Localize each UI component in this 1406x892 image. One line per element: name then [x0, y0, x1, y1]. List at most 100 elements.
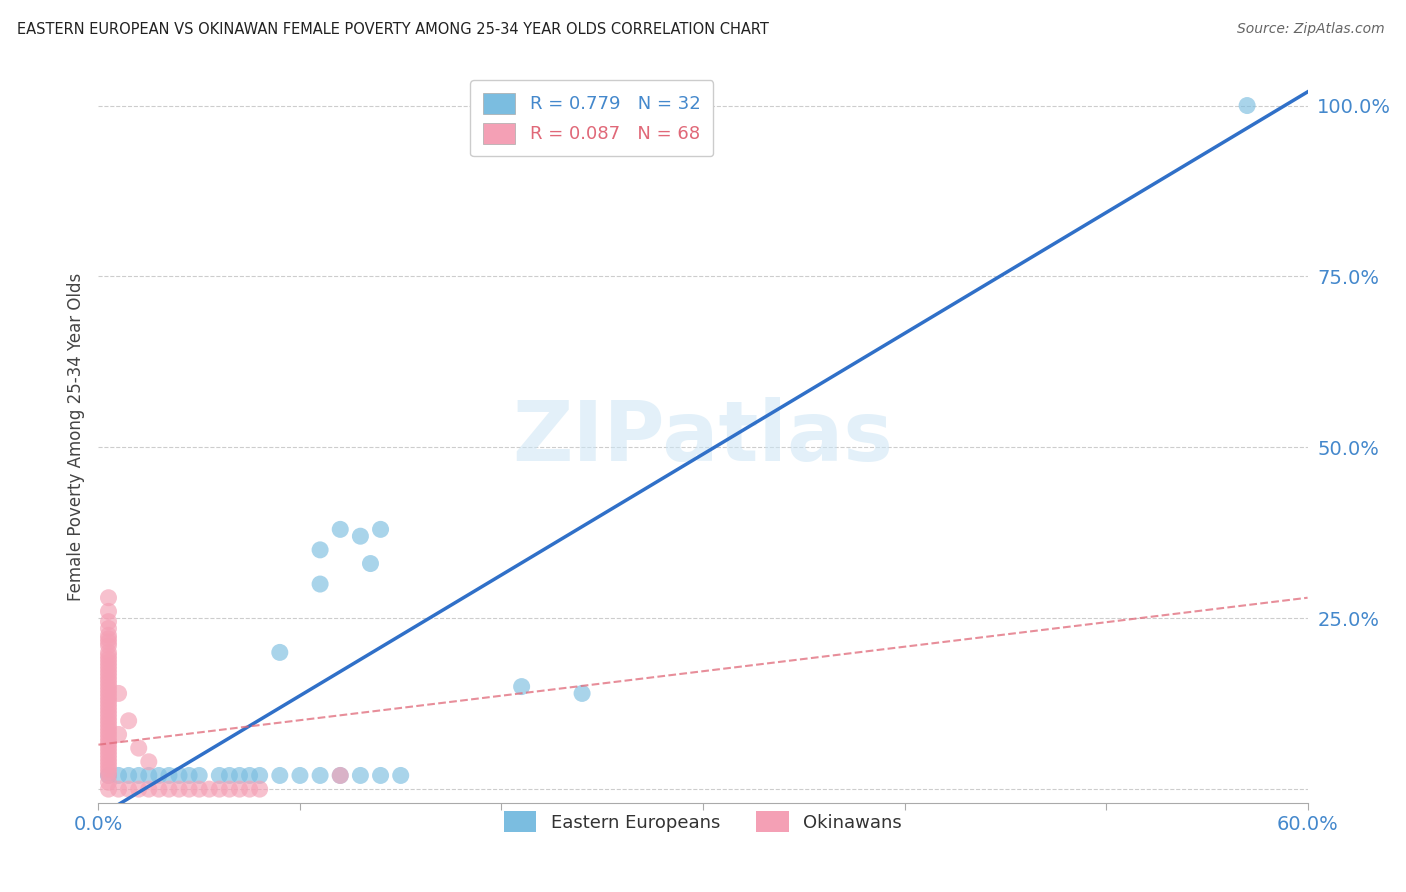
Point [97, 615, 120, 629]
Point [97, 665, 120, 680]
Point [118, 714, 141, 728]
Point [107, 686, 129, 700]
Point [107, 782, 129, 797]
Point [249, 768, 271, 782]
Point [249, 782, 271, 797]
Point [208, 768, 231, 782]
Point [97, 673, 120, 687]
Text: ZIPatlas: ZIPatlas [513, 397, 893, 477]
Point [128, 768, 150, 782]
Point [228, 768, 250, 782]
Point [138, 755, 160, 769]
Text: Source: ZipAtlas.com: Source: ZipAtlas.com [1237, 22, 1385, 37]
Point [682, 98, 704, 112]
Point [349, 529, 371, 543]
Point [208, 782, 231, 797]
Point [97, 704, 120, 718]
Point [97, 683, 120, 698]
Point [309, 577, 332, 591]
Point [370, 768, 392, 782]
Point [97, 727, 120, 741]
Point [167, 768, 190, 782]
Point [97, 652, 120, 666]
Point [148, 782, 170, 797]
Point [218, 768, 240, 782]
Point [198, 782, 221, 797]
Point [97, 622, 120, 636]
Point [97, 648, 120, 663]
Point [107, 727, 129, 741]
Point [97, 693, 120, 707]
Point [269, 768, 291, 782]
Point [138, 768, 160, 782]
Point [309, 768, 332, 782]
Point [97, 775, 120, 789]
Point [138, 782, 160, 797]
Point [97, 690, 120, 704]
Point [167, 782, 190, 797]
Point [288, 768, 311, 782]
Point [128, 741, 150, 756]
Point [239, 768, 262, 782]
Point [188, 782, 211, 797]
Point [97, 731, 120, 745]
Point [228, 782, 250, 797]
Point [97, 635, 120, 649]
Point [370, 522, 392, 536]
Point [97, 591, 120, 605]
Point [97, 768, 120, 782]
Point [571, 686, 593, 700]
Point [118, 768, 141, 782]
Point [97, 755, 120, 769]
Point [97, 751, 120, 765]
Y-axis label: Female Poverty Among 25-34 Year Olds: Female Poverty Among 25-34 Year Olds [66, 273, 84, 601]
Point [97, 656, 120, 670]
Point [239, 782, 262, 797]
Point [97, 724, 120, 739]
Point [157, 782, 180, 797]
Point [1236, 98, 1258, 112]
Point [389, 768, 412, 782]
Point [118, 782, 141, 797]
Point [188, 768, 211, 782]
Point [97, 632, 120, 646]
Point [360, 557, 382, 571]
Legend: Eastern Europeans, Okinawans: Eastern Europeans, Okinawans [491, 799, 915, 845]
Point [97, 747, 120, 762]
Point [107, 768, 129, 782]
Point [128, 782, 150, 797]
Point [309, 542, 332, 557]
Point [97, 745, 120, 759]
Point [97, 765, 120, 780]
Point [97, 645, 120, 659]
Point [97, 762, 120, 776]
Point [97, 676, 120, 690]
Point [179, 768, 201, 782]
Point [97, 680, 120, 694]
Point [329, 768, 352, 782]
Point [97, 663, 120, 677]
Point [97, 721, 120, 735]
Point [349, 768, 371, 782]
Text: EASTERN EUROPEAN VS OKINAWAN FEMALE POVERTY AMONG 25-34 YEAR OLDS CORRELATION CH: EASTERN EUROPEAN VS OKINAWAN FEMALE POVE… [17, 22, 769, 37]
Point [97, 741, 120, 756]
Point [97, 734, 120, 748]
Point [97, 697, 120, 711]
Point [510, 680, 533, 694]
Point [97, 782, 120, 797]
Point [97, 768, 120, 782]
Point [157, 768, 180, 782]
Point [97, 758, 120, 772]
Point [179, 782, 201, 797]
Point [97, 628, 120, 642]
Point [97, 659, 120, 673]
Point [97, 686, 120, 700]
Point [329, 768, 352, 782]
Point [97, 700, 120, 714]
Point [97, 717, 120, 731]
Point [97, 706, 120, 721]
Point [97, 669, 120, 683]
Point [97, 639, 120, 653]
Point [97, 710, 120, 724]
Point [218, 782, 240, 797]
